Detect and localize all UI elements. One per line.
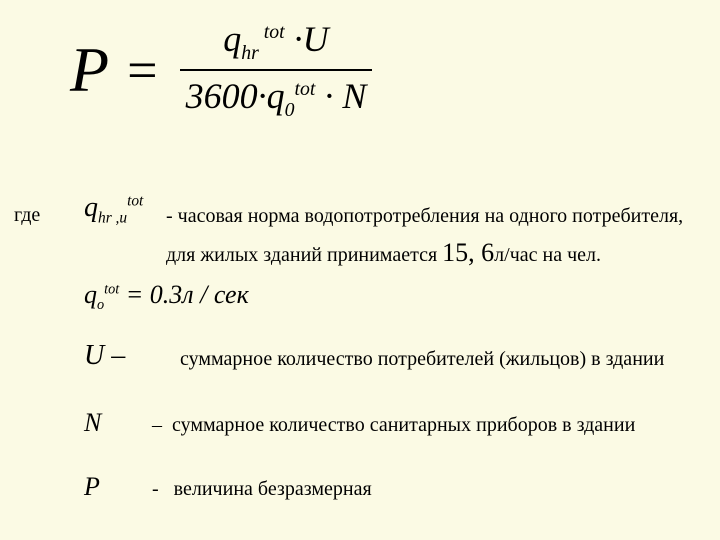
symbol-N: N (84, 408, 101, 438)
definition-qhr: - часовая норма водопотротребления на од… (166, 200, 706, 274)
def-qhr-line2a: для жилых зданий принимается (166, 244, 442, 266)
denominator: 3600·q0tot · N (180, 75, 373, 122)
dash-N: – (152, 414, 162, 436)
main-formula: P = qhr tot ·U 3600·q0tot · N (70, 18, 372, 122)
symbol-qo-formula: qotot = 0.3л / сек (84, 280, 249, 314)
dash-P: - (152, 478, 159, 500)
numerator: qhr tot ·U (217, 18, 334, 65)
def-P-text: величина безразмерная (174, 478, 372, 500)
symbol-P: P (70, 33, 109, 107)
def-N-text: суммарное количество санитарных приборов… (172, 414, 635, 436)
def-qhr-line2b: л/час на чел. (494, 244, 601, 266)
definition-P: - величина безразмерная (152, 478, 372, 501)
def-qhr-line1: - часовая норма водопотротребления на од… (166, 205, 683, 227)
symbol-qhr: qhr ,utot (84, 192, 143, 228)
definition-U: суммарное количество потребителей (жильц… (180, 348, 664, 371)
fraction-bar (180, 69, 373, 71)
equals-sign: = (127, 39, 157, 101)
fraction: qhr tot ·U 3600·q0tot · N (180, 18, 373, 122)
symbol-U: U – (84, 340, 125, 372)
def-qhr-value: 15, 6 (442, 238, 494, 267)
where-label: где (14, 204, 40, 227)
definition-N: – суммарное количество санитарных прибор… (152, 414, 635, 437)
symbol-P-def: P (84, 472, 100, 502)
